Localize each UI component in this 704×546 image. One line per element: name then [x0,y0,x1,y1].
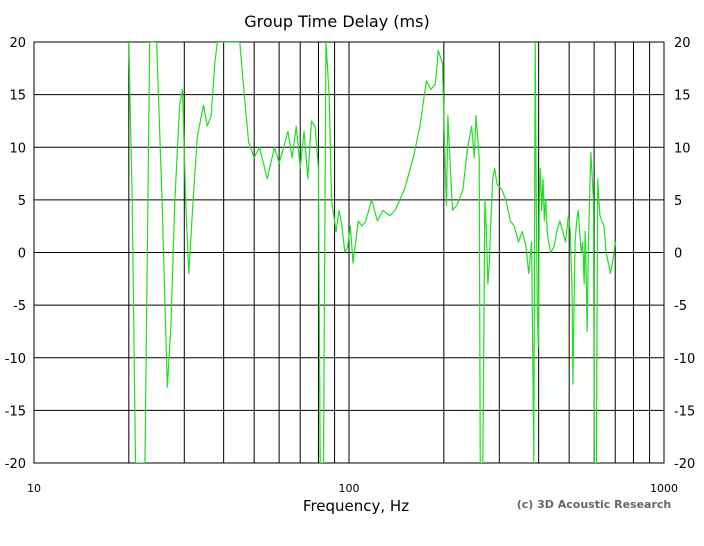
x-tick-label: 10 [27,482,41,495]
y-tick-label: 10 [9,141,26,156]
y-tick-label: -10 [674,352,695,367]
x-tick-label: 1000 [650,482,678,495]
grid [33,41,665,464]
plot-area [128,42,617,463]
y-tick-label: -20 [5,457,26,472]
x-axis-label: Frequency, Hz [303,497,409,515]
y-tick-label: 20 [674,36,691,51]
series-line [128,42,617,463]
y-tick-label: 5 [674,194,682,209]
y-tick-label: -5 [674,299,687,314]
y-tick-label: 15 [674,89,691,104]
chart-title: Group Time Delay (ms) [244,12,429,31]
y-tick-label: 15 [9,89,26,104]
y-tick-label: 10 [674,141,691,156]
y-tick-label: -20 [674,457,695,472]
y-tick-label: -10 [5,352,26,367]
y-tick-labels-right: 20 15 10 5 0 -5 -10 -15 -20 [674,36,695,472]
y-tick-label: 0 [674,247,682,262]
y-tick-label: 5 [18,194,26,209]
y-tick-label: -15 [674,404,695,419]
x-tick-labels: 10 100 1000 [27,482,678,495]
credit-text: (c) 3D Acoustic Research [517,498,672,511]
y-tick-label: -5 [13,299,26,314]
plot-border [33,41,665,464]
x-tick-label: 100 [339,482,360,495]
y-tick-label: 0 [18,247,26,262]
y-tick-label: 20 [9,36,26,51]
y-tick-label: -15 [5,404,26,419]
y-tick-labels-left: 20 15 10 5 0 -5 -10 -15 -20 [5,36,26,472]
